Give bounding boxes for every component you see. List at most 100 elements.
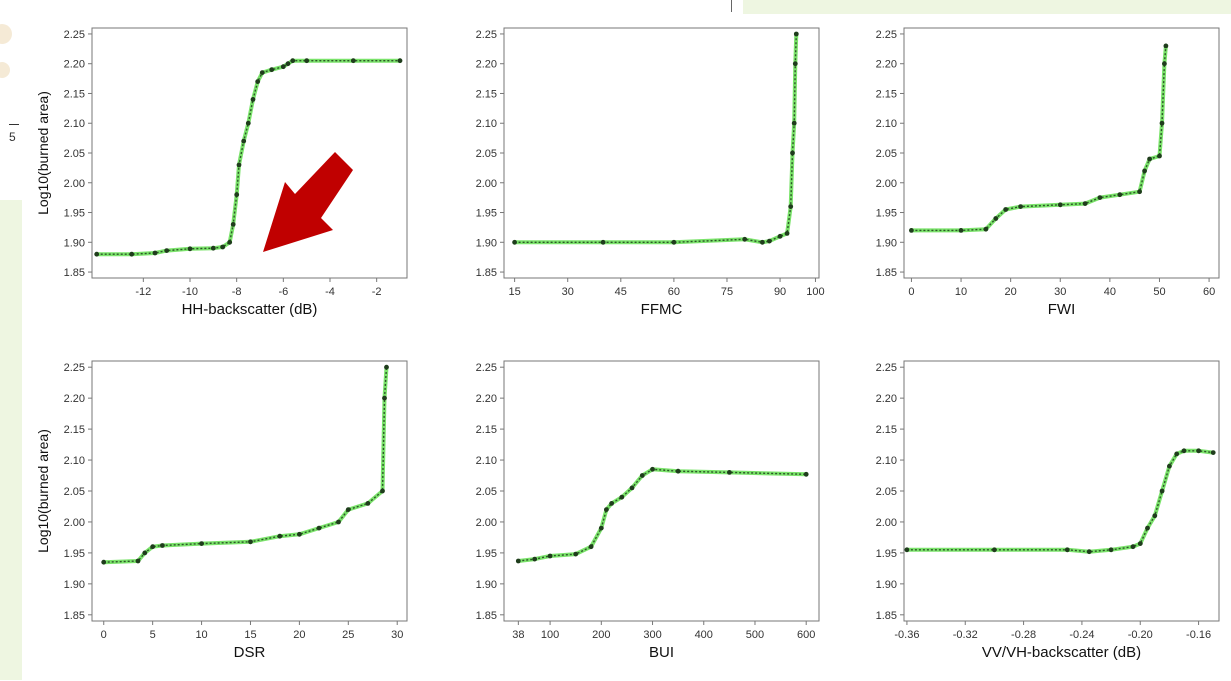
panel-5-data-point	[1167, 463, 1172, 469]
panel-2-x-tick-label: 0	[908, 286, 914, 298]
panel-0-data-point	[397, 58, 403, 64]
panel-0-y-axis-label: Log10(burned area)	[35, 91, 51, 215]
panel-3-data-point	[135, 558, 141, 564]
panel-0-y-tick-label: 1.95	[64, 208, 85, 220]
panel-1-data-point	[767, 238, 772, 244]
panel-1-data-point	[791, 120, 797, 126]
panel-1-series-line-texture	[514, 33, 797, 244]
panel-4-data-point	[675, 468, 681, 474]
panel-2-data-point	[1018, 204, 1023, 210]
panel-4-data-point	[629, 485, 635, 491]
panel-2-data-point	[1057, 202, 1063, 208]
panel-1-x-tick-label: 90	[774, 286, 786, 298]
panel-3-series-line-texture	[103, 367, 388, 563]
panel-4-data-point	[604, 507, 609, 512]
panel-5-x-tick-label: -0.24	[1069, 629, 1094, 641]
panel-0-y-tick-label: 1.90	[64, 237, 85, 249]
panel-0-data-point	[250, 97, 256, 102]
panel-5-data-point	[1108, 547, 1114, 553]
panel-3-y-tick-label: 1.85	[64, 610, 85, 622]
panel-2-y-tick-label: 1.95	[876, 208, 897, 220]
panel-0-y-tick-label: 1.85	[64, 267, 85, 279]
panel-1-x-tick-label: 100	[806, 286, 824, 298]
panel-3-data-point	[365, 501, 371, 506]
panel-3-data-point	[142, 550, 148, 556]
panel-5-data-point	[1196, 448, 1201, 454]
panel-0-data-point	[210, 245, 216, 251]
panel-4-x-tick-label: 500	[746, 629, 764, 641]
panel-5-data-point	[992, 547, 997, 553]
panel-5-y-tick-label: 2.25	[876, 362, 897, 374]
panel-1-data-point	[777, 233, 783, 239]
panel-4-x-tick-label: 300	[643, 629, 661, 641]
panel-5-data-point	[1152, 513, 1158, 519]
decorative-dot	[0, 62, 10, 78]
panel-4-data-point	[547, 553, 553, 559]
panel-3-x-tick-label: 30	[391, 629, 403, 641]
panel-5-data-point	[1064, 547, 1070, 553]
panel-1-data-point	[788, 204, 794, 210]
panel-2-data-point	[1159, 120, 1165, 126]
panel-4-data-point	[803, 471, 809, 477]
chart-panel-fwi: 1.85 1.90 1.95 2.00 2.05 2.10 2.15 2.20 2.25 0 10 2…	[876, 27, 1220, 318]
chart-panel-dsr: 1.85 1.90 1.95 2.00 2.05 2.10 2.15 2.20 2.25 0 5 10…	[35, 360, 408, 661]
side-mark-label: 5	[9, 130, 16, 144]
panel-2-plot-frame	[903, 27, 1220, 279]
panel-2-data-point	[1082, 201, 1088, 207]
panel-5-x-tick-label: -0.32	[953, 629, 978, 641]
panel-1-data-point	[742, 236, 748, 242]
panel-3-data-point	[277, 533, 283, 539]
panel-5-data-point	[1137, 541, 1143, 546]
panel-1-y-tick-label: 2.00	[476, 178, 497, 190]
panel-2-x-tick-label: 60	[1203, 286, 1215, 298]
panel-3-y-axis-label: Log10(burned area)	[35, 429, 51, 553]
panel-2-x-tick-label: 30	[1054, 286, 1066, 298]
panel-2-data-point	[1117, 192, 1123, 198]
panel-1-x-tick-label: 45	[615, 286, 627, 298]
panel-2-x-tick-label: 20	[1005, 286, 1017, 298]
panel-5-data-point	[1086, 549, 1092, 555]
panel-4-data-point	[573, 551, 579, 557]
panel-1-x-axis-label: FFMC	[641, 301, 683, 318]
panel-0-data-point	[236, 162, 242, 168]
panel-3-data-point	[316, 525, 322, 531]
panel-2-y-tick-label: 2.00	[876, 178, 897, 190]
panel-3-data-point	[199, 541, 205, 546]
panel-4-y-tick-label: 2.25	[476, 362, 497, 374]
panel-3-data-point	[380, 488, 385, 494]
left-side-strip	[0, 200, 22, 680]
panel-4-y-tick-label: 2.05	[476, 486, 497, 498]
panel-1-x-tick-label: 30	[562, 286, 574, 298]
panel-5-y-tick-label: 2.10	[876, 455, 897, 467]
panel-5-y-tick-label: 1.85	[876, 610, 897, 622]
panel-2-data-point	[909, 228, 914, 233]
panel-3-x-tick-label: 25	[342, 629, 354, 641]
panel-2-data-point	[1003, 207, 1009, 212]
panel-1-y-tick-label: 1.90	[476, 237, 497, 249]
panel-0-y-tick-label: 2.00	[64, 178, 85, 190]
panel-3-data-point	[345, 507, 351, 512]
panel-0-data-point	[241, 138, 247, 144]
panel-3-data-point	[382, 395, 387, 401]
panel-2-y-tick-label: 1.90	[876, 237, 897, 249]
panel-2-series-line-texture	[911, 45, 1167, 232]
panel-4-data-point	[588, 544, 594, 550]
decorative-dot	[0, 24, 12, 44]
panel-4-data-point	[727, 470, 732, 475]
panel-3-x-tick-label: 10	[195, 629, 207, 641]
panel-0-data-point	[227, 239, 233, 245]
panel-0-y-tick-label: 2.10	[64, 118, 85, 130]
panel-4-data-point	[598, 525, 604, 531]
panel-0-data-point	[350, 58, 356, 64]
panel-5-data-point	[1130, 544, 1136, 550]
panel-0-data-point	[152, 250, 158, 256]
panel-1-data-point	[512, 239, 517, 245]
panel-0-data-point	[269, 67, 275, 73]
panel-3-y-tick-label: 2.05	[64, 486, 85, 498]
panel-2-data-point	[1147, 156, 1152, 162]
panel-3-y-tick-label: 1.90	[64, 579, 85, 591]
panel-0-data-point	[220, 244, 226, 250]
panel-0-y-tick-label: 2.25	[64, 29, 85, 41]
panel-5-x-tick-label: -0.20	[1128, 629, 1153, 641]
panel-4-data-point	[639, 473, 645, 478]
